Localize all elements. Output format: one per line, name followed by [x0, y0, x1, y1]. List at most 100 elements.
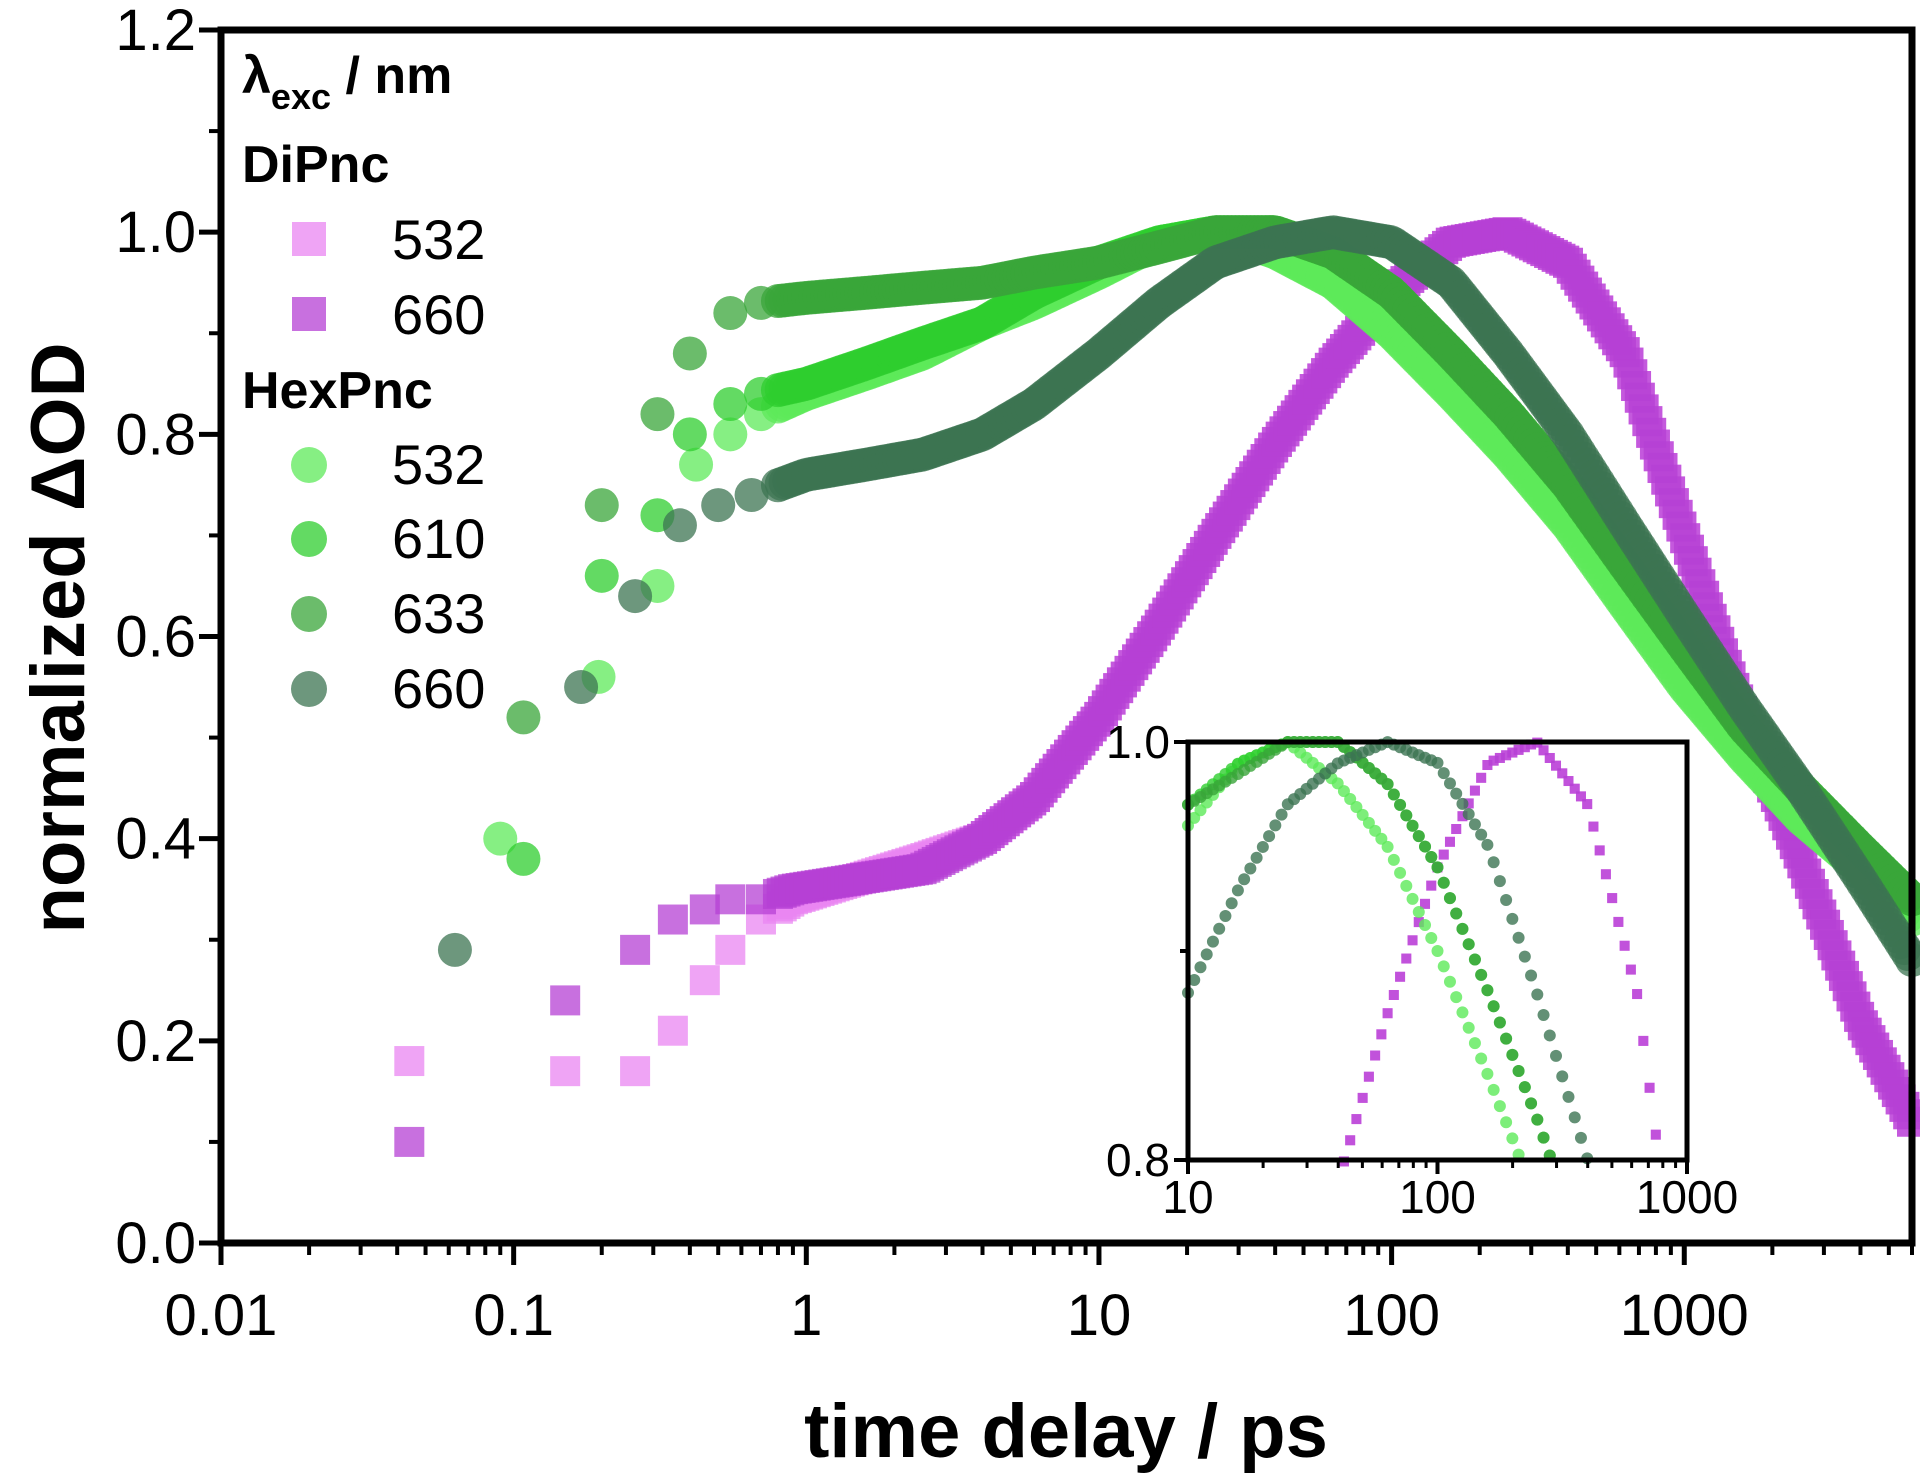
inset-data-point — [1537, 1008, 1550, 1021]
inset-data-point — [1506, 1132, 1519, 1145]
data-point — [394, 1126, 425, 1157]
data-point — [713, 387, 748, 422]
inset-data-point — [1345, 1135, 1356, 1146]
data-point — [657, 904, 688, 935]
inset-data-point — [1512, 931, 1525, 944]
inset-data-point — [1575, 791, 1586, 802]
inset-data-point — [1456, 922, 1469, 935]
inset-data-point — [1438, 849, 1449, 860]
inset-data-point — [1388, 989, 1399, 1000]
inset-data-point — [1487, 1000, 1500, 1013]
inset-data-point — [1568, 1111, 1581, 1124]
y-tick-labels: 0.0 0.2 0.4 0.6 0.8 1.0 1.2 — [115, 0, 196, 1276]
data-point — [715, 934, 746, 965]
inset-data-point — [1632, 989, 1643, 1000]
inset-data-point — [1462, 808, 1475, 821]
inset-data-point — [1450, 907, 1463, 920]
y-tick-label: 0.2 — [115, 1009, 196, 1074]
data-point — [584, 558, 619, 593]
inset-data-point — [1481, 1067, 1494, 1080]
data-point — [713, 296, 748, 331]
data-point — [437, 932, 472, 967]
inset-data-point — [1357, 1092, 1368, 1103]
inset-data-point — [1650, 1129, 1661, 1140]
inset-data-point — [1275, 808, 1288, 821]
inset-x-tick-label: 1000 — [1636, 1171, 1738, 1223]
inset-data-point — [1426, 880, 1437, 891]
legend-header-subscript: exc — [271, 76, 331, 117]
inset-data-point — [1562, 1090, 1575, 1103]
legend-label-hexpnc-633: 633 — [392, 582, 485, 645]
inset-x-tick-label: 10 — [1162, 1171, 1213, 1223]
data-point — [394, 1046, 425, 1077]
inset-data-point — [1613, 916, 1624, 927]
inset-data-point — [1469, 785, 1480, 796]
inset-data-point — [1381, 840, 1394, 853]
data-point — [713, 417, 748, 452]
inset-data-point — [1638, 1035, 1649, 1046]
inset-data-point — [1563, 776, 1574, 787]
inset-data-point — [1395, 971, 1406, 982]
inset-data-point — [1443, 777, 1456, 790]
inset-data-point — [1506, 912, 1519, 925]
legend-header-symbol: λ — [242, 47, 271, 105]
inset-data-point — [1250, 851, 1263, 864]
inset-data-point — [1351, 1114, 1362, 1125]
x-tick-label: 0.01 — [165, 1283, 278, 1348]
inset-data-point — [1487, 856, 1500, 869]
x-tick-label: 1 — [790, 1283, 822, 1348]
inset-data-point — [1501, 750, 1512, 761]
inset-x-tick-labels: 10 100 1000 — [1162, 1171, 1738, 1223]
y-tick-label: 1.2 — [115, 0, 196, 63]
inset-data-point — [1451, 824, 1462, 835]
inset-data-point — [1231, 884, 1244, 897]
inset-data-point — [1376, 1029, 1387, 1040]
inset-data-point — [1488, 755, 1499, 766]
inset-data-point — [1206, 935, 1219, 948]
y-tick-label: 0.8 — [115, 402, 196, 467]
data-point — [620, 934, 651, 965]
inset-data-point — [1462, 938, 1475, 951]
legend-marker-hexpnc-660 — [291, 671, 327, 707]
inset-data-point — [1437, 876, 1450, 889]
inset-data-point — [1225, 897, 1238, 910]
legend-marker-hexpnc-633 — [291, 596, 327, 632]
inset-data-point — [1431, 945, 1444, 957]
inset-data-point — [1219, 910, 1232, 923]
x-tick-label: 100 — [1343, 1283, 1440, 1348]
inset-data-point — [1556, 1070, 1569, 1083]
inset-data-point — [1588, 821, 1599, 832]
legend-group-hexpnc: HexPnc — [242, 362, 433, 420]
inset-data-point — [1394, 798, 1407, 811]
inset-data-point — [1419, 918, 1432, 931]
inset-data-point — [1507, 747, 1518, 758]
inset-data-point — [1425, 931, 1438, 944]
inset-data-point — [1569, 783, 1580, 794]
inset-y-tick-labels: 0.8 1.0 — [1106, 716, 1170, 1186]
inset-data-point — [1619, 940, 1630, 951]
inset-data-point — [1543, 1029, 1556, 1042]
inset-data-point — [1269, 819, 1282, 832]
inset-data-point — [1468, 953, 1481, 966]
inset-data-point — [1444, 836, 1455, 847]
inset-data-point — [1431, 756, 1444, 769]
inset-data-point — [1244, 862, 1257, 875]
inset-data-point — [1419, 840, 1432, 853]
inset-data-point — [1400, 809, 1413, 822]
inset-data-point — [1500, 1116, 1513, 1129]
inset-data-point — [1512, 1065, 1525, 1078]
legend-marker-hexpnc-610 — [291, 521, 327, 557]
inset-data-point — [1475, 968, 1488, 981]
y-tick-label: 0.4 — [115, 807, 196, 872]
inset-data-point — [1431, 861, 1444, 874]
inset-data-point — [1213, 922, 1226, 935]
inset-data-point — [1188, 974, 1201, 987]
legend-label-hexpnc-610: 610 — [392, 507, 485, 570]
inset-data-point — [1437, 767, 1450, 780]
inset-data-point — [1525, 1097, 1538, 1110]
data-point — [734, 477, 769, 512]
data-point — [689, 894, 720, 925]
axis-ticks — [199, 27, 1914, 1265]
data-point — [564, 670, 599, 705]
series-hexpnc-660 — [437, 215, 1920, 977]
